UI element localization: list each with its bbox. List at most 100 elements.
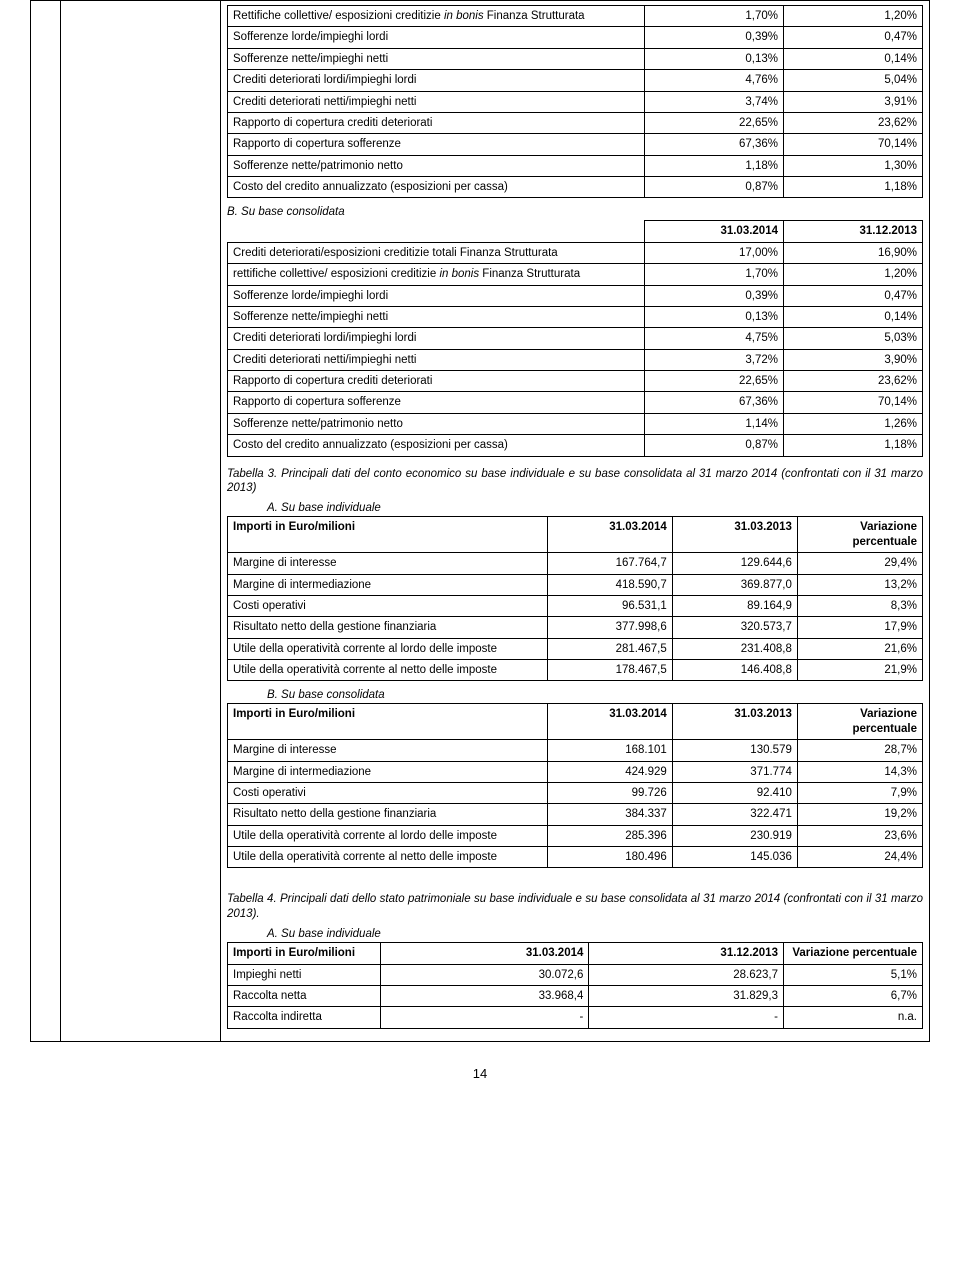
row-label: Margine di interesse	[228, 553, 548, 574]
cell-value: 22,65%	[645, 371, 784, 392]
cell-value: 24,4%	[797, 847, 922, 868]
table-row: Costo del credito annualizzato (esposizi…	[228, 435, 923, 456]
table-row: Costi operativi96.531,189.164,98,3%	[228, 595, 923, 616]
cell-value: 30.072,6	[380, 964, 589, 985]
table-row: Utile della operatività corrente al lord…	[228, 825, 923, 846]
cell-value: 70,14%	[784, 392, 923, 413]
page-number: 14	[30, 1042, 930, 1081]
cell-value: 28.623,7	[589, 964, 784, 985]
table3-a: Importi in Euro/milioni31.03.201431.03.2…	[227, 516, 923, 681]
row-label: Rapporto di copertura crediti deteriorat…	[228, 371, 645, 392]
row-label: Impieghi netti	[228, 964, 381, 985]
col-header: 31.03.2014	[547, 704, 672, 740]
row-label: Risultato netto della gestione finanziar…	[228, 617, 548, 638]
table-row: Sofferenze nette/impieghi netti0,13%0,14…	[228, 306, 923, 327]
row-label: Margine di intermediazione	[228, 574, 548, 595]
cell-value: 17,00%	[645, 242, 784, 263]
table-row: Margine di intermediazione424.929371.774…	[228, 761, 923, 782]
col-header: Importi in Euro/milioni	[228, 704, 548, 740]
cell-value: 14,3%	[797, 761, 922, 782]
row-label: Risultato netto della gestione finanziar…	[228, 804, 548, 825]
table-row: Margine di interesse168.101130.57928,7%	[228, 740, 923, 761]
table-row: Rapporto di copertura sofferenze67,36%70…	[228, 392, 923, 413]
cell-value: 23,62%	[784, 371, 923, 392]
table-row: Margine di interesse167.764,7129.644,629…	[228, 553, 923, 574]
cell-value: 0,87%	[645, 435, 784, 456]
cell-value: 1,20%	[784, 6, 923, 27]
table-row: Rapporto di copertura crediti deteriorat…	[228, 112, 923, 133]
cell-value: 0,13%	[645, 306, 784, 327]
cell-value: n.a.	[783, 1007, 922, 1028]
cell-value: 70,14%	[784, 134, 923, 155]
cell-value: 31.829,3	[589, 986, 784, 1007]
table-row: Crediti deteriorati lordi/impieghi lordi…	[228, 328, 923, 349]
row-label: Costo del credito annualizzato (esposizi…	[228, 435, 645, 456]
table-row: Risultato netto della gestione finanziar…	[228, 804, 923, 825]
row-label: Crediti deteriorati lordi/impieghi lordi	[228, 328, 645, 349]
row-label: rettifiche collettive/ esposizioni credi…	[228, 264, 645, 285]
col-header: 31.03.2013	[672, 517, 797, 553]
section-b-label: B. Su base consolidata	[227, 202, 923, 220]
cell-value: 16,90%	[784, 242, 923, 263]
table3-b: Importi in Euro/milioni31.03.201431.03.2…	[227, 703, 923, 868]
cell-value: 1,18%	[784, 435, 923, 456]
table-row: Risultato netto della gestione finanziar…	[228, 617, 923, 638]
cell-value: 0,47%	[784, 285, 923, 306]
cell-value: 67,36%	[645, 392, 784, 413]
col-header: 31.03.2014	[547, 517, 672, 553]
cell-value: 21,9%	[797, 660, 922, 681]
table-row: Rapporto di copertura crediti deteriorat…	[228, 371, 923, 392]
row-label: Sofferenze nette/patrimonio netto	[228, 413, 645, 434]
table3-a-label: A. Su base individuale	[267, 498, 923, 516]
col-header: 31.03.2014	[645, 221, 784, 242]
row-label: Sofferenze lorde/impieghi lordi	[228, 27, 645, 48]
page-content: Rettifiche collettive/ esposizioni credi…	[0, 0, 960, 1101]
row-label: Crediti deteriorati/esposizioni creditiz…	[228, 242, 645, 263]
cell-value: 96.531,1	[547, 595, 672, 616]
cell-value: 23,6%	[797, 825, 922, 846]
cell-value: 7,9%	[797, 782, 922, 803]
row-label: Rapporto di copertura crediti deteriorat…	[228, 112, 645, 133]
cell-value: 6,7%	[783, 986, 922, 1007]
cell-value: 369.877,0	[672, 574, 797, 595]
table-row: Sofferenze nette/patrimonio netto1,18%1,…	[228, 155, 923, 176]
cell-value: 89.164,9	[672, 595, 797, 616]
table4-a-label: A. Su base individuale	[267, 924, 923, 942]
col-header: 31.03.2014	[380, 943, 589, 964]
cell-value: 0,47%	[784, 27, 923, 48]
outer-frame-main: Rettifiche collettive/ esposizioni credi…	[221, 1, 929, 1041]
table-row: Raccolta netta33.968,431.829,36,7%	[228, 986, 923, 1007]
cell-value: 5,04%	[784, 70, 923, 91]
table-row: Costi operativi99.72692.4107,9%	[228, 782, 923, 803]
cell-value: 129.644,6	[672, 553, 797, 574]
cell-value: 180.496	[547, 847, 672, 868]
row-label: Sofferenze lorde/impieghi lordi	[228, 285, 645, 306]
cell-value: 230.919	[672, 825, 797, 846]
col-header: Importi in Euro/milioni	[228, 517, 548, 553]
row-label: Utile della operatività corrente al nett…	[228, 847, 548, 868]
cell-value: 0,13%	[645, 48, 784, 69]
table-row: Margine di intermediazione418.590,7369.8…	[228, 574, 923, 595]
col-header: 31.03.2013	[672, 704, 797, 740]
cell-value: 418.590,7	[547, 574, 672, 595]
cell-value: 0,39%	[645, 27, 784, 48]
row-label: Costo del credito annualizzato (esposizi…	[228, 177, 645, 198]
table-row: rettifiche collettive/ esposizioni credi…	[228, 264, 923, 285]
table-row: Sofferenze lorde/impieghi lordi0,39%0,47…	[228, 285, 923, 306]
row-label: Rapporto di copertura sofferenze	[228, 392, 645, 413]
table3-caption: Tabella 3. Principali dati del conto eco…	[227, 461, 923, 499]
spacer	[227, 872, 923, 886]
col-header: Variazione percentuale	[783, 943, 922, 964]
table-row: Utile della operatività corrente al nett…	[228, 660, 923, 681]
table4-a: Importi in Euro/milioni31.03.201431.12.2…	[227, 942, 923, 1029]
table-row: Crediti deteriorati/esposizioni creditiz…	[228, 242, 923, 263]
col-header: Variazione percentuale	[797, 704, 922, 740]
cell-value: 167.764,7	[547, 553, 672, 574]
col-header: Variazione percentuale	[797, 517, 922, 553]
table-row: Sofferenze nette/impieghi netti0,13%0,14…	[228, 48, 923, 69]
row-label: Margine di interesse	[228, 740, 548, 761]
cell-value: 377.998,6	[547, 617, 672, 638]
cell-value: 67,36%	[645, 134, 784, 155]
table-row: Costo del credito annualizzato (esposizi…	[228, 177, 923, 198]
cell-value: 22,65%	[645, 112, 784, 133]
